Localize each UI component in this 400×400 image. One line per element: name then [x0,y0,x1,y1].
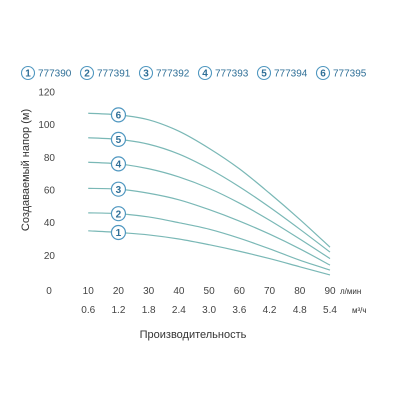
curve-marker-5: 5 [110,131,127,147]
curve-marker-badge [110,156,127,172]
x2-tick-label: 3.6 [232,305,246,316]
legend-number: 5 [261,69,267,80]
x2-tick-label: 3.0 [202,305,216,316]
x2-tick-label: 4.2 [263,305,277,316]
legend-label: 777395 [333,69,367,80]
curve-marker-4: 4 [110,156,127,172]
y-tick-label: 40 [44,218,56,229]
legend-number-badge [315,65,331,81]
legend-item-3: 3 777392 [138,65,190,81]
curve-marker-1: 1 [110,224,127,241]
series-line-3 [88,187,331,266]
curve-marker-3: 3 [110,181,127,197]
series-line-6 [88,112,331,248]
x-axis-ticks: 0 10 20 30 40 50 60 70 80 90 [46,286,336,297]
curve-marker-number: 5 [116,135,122,146]
curve-marker-number: 6 [116,110,122,121]
legend-number-badge [79,65,95,81]
x2-tick-label: 2.4 [172,305,186,316]
series-line-5 [88,137,331,253]
legend-number-badge [138,65,154,81]
x-axis-unit: л/мин [340,287,361,296]
x-tick-label: 30 [143,286,155,297]
legend-item-6: 6 777395 [315,65,367,81]
series-line-2 [88,212,331,271]
x2-axis-unit: м³/ч [352,306,367,315]
series-line-1 [88,230,331,276]
y-axis-title: Создаваемый напор (м) [20,109,32,231]
y-tick-label: 120 [38,88,55,99]
x2-tick-label: 1.8 [142,305,156,316]
legend-item-1: 1 777390 [20,65,72,81]
x2-axis-ticks: 0.6 1.2 1.8 2.4 3.0 3.6 4.2 4.8 5.4 [81,305,337,316]
y-tick-label: 80 [44,153,56,164]
legend-number-badge [256,65,272,81]
x-tick-label: 60 [234,286,246,297]
x-tick-label: 20 [113,286,125,297]
y-tick-label: 100 [38,120,55,131]
curve-marker-badge [110,107,127,123]
x-axis-title: Производительность [140,329,247,341]
y-tick-label: 20 [44,251,56,262]
curve-marker-badge [110,206,127,222]
curve-marker-number: 2 [116,209,122,220]
curve-marker-badge [110,224,127,241]
x2-tick-label: 5.4 [323,305,337,316]
legend-number-badge [20,65,36,81]
y-tick-label: 60 [44,186,56,197]
legend-label: 777390 [38,69,72,80]
curve-marker-badge [110,181,127,197]
x-tick-label: 40 [173,286,185,297]
y-axis-ticks: 20 40 60 80 100 120 [38,88,55,262]
curve-marker-number: 3 [116,185,122,196]
x-tick-label: 50 [204,286,216,297]
x-tick-label: 80 [294,286,306,297]
curve-marker-6: 6 [110,107,127,123]
series-line-4 [88,161,331,260]
legend-number: 2 [84,69,90,80]
legend-label: 777394 [274,69,308,80]
curve-marker-number: 1 [116,228,122,239]
curve-marker-badge [110,131,127,147]
curve-marker-number: 4 [116,159,122,170]
legend-number-badge [197,65,213,81]
legend: 1 777390 2 777391 3 777392 4 777393 5 777394 6 7773… [20,65,367,81]
curves [88,112,331,276]
x-tick-label: 0 [46,286,52,297]
legend-label: 777391 [97,69,131,80]
x-tick-label: 90 [324,286,336,297]
x2-tick-label: 0.6 [81,305,95,316]
legend-item-2: 2 777391 [79,65,131,81]
legend-number: 4 [202,69,208,80]
legend-number: 3 [143,69,149,80]
legend-label: 777392 [156,69,190,80]
x2-tick-label: 4.8 [293,305,307,316]
legend-number: 6 [320,69,326,80]
x-tick-label: 70 [264,286,276,297]
legend-label: 777393 [215,69,249,80]
x-tick-label: 10 [83,286,95,297]
x2-tick-label: 1.2 [111,305,125,316]
legend-number: 1 [25,69,31,80]
curve-marker-2: 2 [110,206,127,222]
curve-markers: 1 2 3 4 5 6 [110,107,127,241]
legend-item-5: 5 777394 [256,65,308,81]
legend-item-4: 4 777393 [197,65,249,81]
